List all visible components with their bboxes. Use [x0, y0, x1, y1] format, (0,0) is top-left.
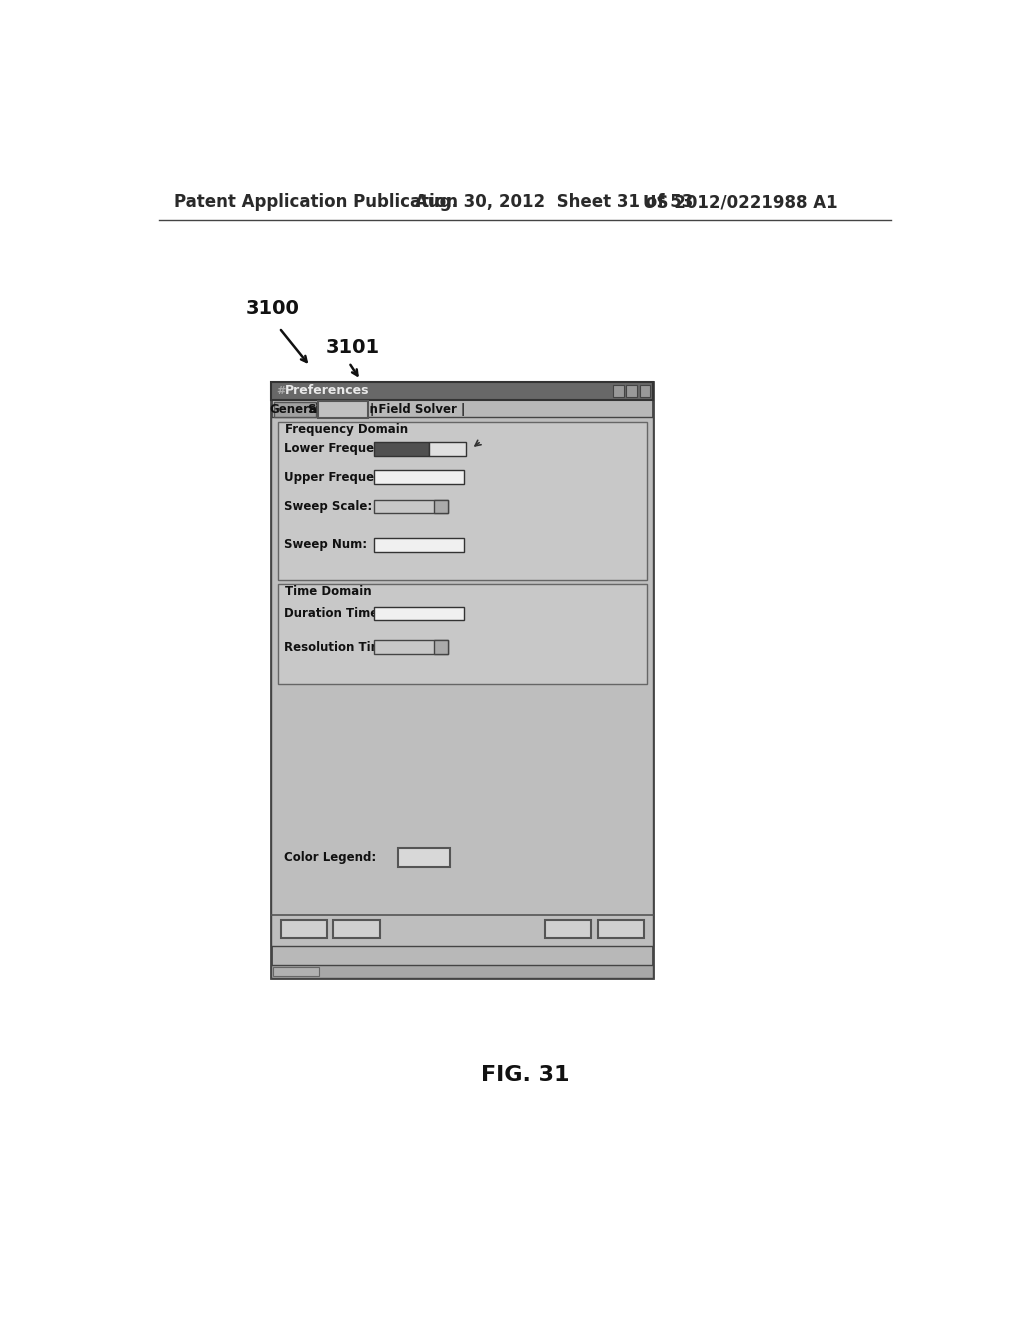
Bar: [434, 499, 449, 513]
Text: Cancel: Cancel: [335, 923, 379, 936]
Bar: [271, 417, 653, 946]
Bar: [627, 385, 637, 397]
Text: □: □: [627, 385, 636, 396]
Text: FIG. 31: FIG. 31: [480, 1065, 569, 1085]
Text: 3101: 3101: [326, 338, 380, 356]
Bar: [613, 385, 624, 397]
Text: Duration Time:: Duration Time:: [284, 607, 383, 620]
Bar: [375, 640, 449, 655]
Text: ▼: ▼: [438, 502, 444, 511]
Bar: [273, 966, 319, 977]
Text: Time Domain: Time Domain: [286, 585, 372, 598]
Text: #: #: [276, 385, 286, 396]
Text: | Field Solver |: | Field Solver |: [370, 403, 465, 416]
Text: Sweep Num:: Sweep Num:: [284, 539, 367, 552]
Text: 300: 300: [378, 539, 399, 552]
Text: Log: Log: [378, 500, 398, 513]
Bar: [281, 920, 328, 939]
Text: 20 nS: 20 nS: [378, 607, 411, 620]
Text: Frequency Domain: Frequency Domain: [286, 422, 409, 436]
Bar: [434, 640, 449, 655]
Bar: [429, 442, 466, 455]
Bar: [375, 470, 464, 484]
Bar: [278, 585, 647, 684]
Bar: [375, 607, 464, 620]
Text: 3100: 3100: [246, 300, 300, 318]
Bar: [278, 422, 647, 579]
Text: _: _: [616, 385, 621, 396]
Bar: [375, 539, 464, 552]
Bar: [334, 920, 380, 939]
Text: Custom: Custom: [401, 851, 446, 865]
Text: Aug. 30, 2012  Sheet 31 of 53: Aug. 30, 2012 Sheet 31 of 53: [415, 193, 693, 211]
Bar: [273, 401, 316, 417]
Text: Help: Help: [606, 923, 636, 936]
Text: Preferences: Preferences: [286, 384, 370, 397]
Bar: [317, 401, 369, 418]
Bar: [271, 381, 653, 978]
Text: OK: OK: [294, 923, 313, 936]
Bar: [271, 965, 653, 978]
Text: Simulation: Simulation: [307, 403, 379, 416]
Bar: [271, 381, 653, 400]
Bar: [640, 385, 650, 397]
Text: ▼: ▼: [438, 643, 444, 652]
Text: Patent Application Publication: Patent Application Publication: [174, 193, 459, 211]
Bar: [375, 499, 449, 513]
Text: ×: ×: [641, 385, 649, 396]
Text: Upper Frequency:: Upper Frequency:: [284, 471, 401, 483]
Bar: [397, 849, 451, 867]
Text: Lower Frequency:: Lower Frequency:: [284, 442, 401, 455]
Text: Default: Default: [378, 640, 421, 653]
Text: Color Legend:: Color Legend:: [284, 851, 376, 865]
Text: Resolution Time:: Resolution Time:: [284, 640, 395, 653]
Bar: [598, 920, 644, 939]
Text: General: General: [269, 403, 321, 416]
Bar: [545, 920, 592, 939]
Bar: [375, 442, 429, 455]
Text: 5 GHz: 5 GHz: [378, 471, 413, 483]
Text: Apply: Apply: [550, 923, 587, 936]
Text: US 2012/0221988 A1: US 2012/0221988 A1: [643, 193, 838, 211]
Text: Sweep Scale:: Sweep Scale:: [284, 500, 372, 513]
